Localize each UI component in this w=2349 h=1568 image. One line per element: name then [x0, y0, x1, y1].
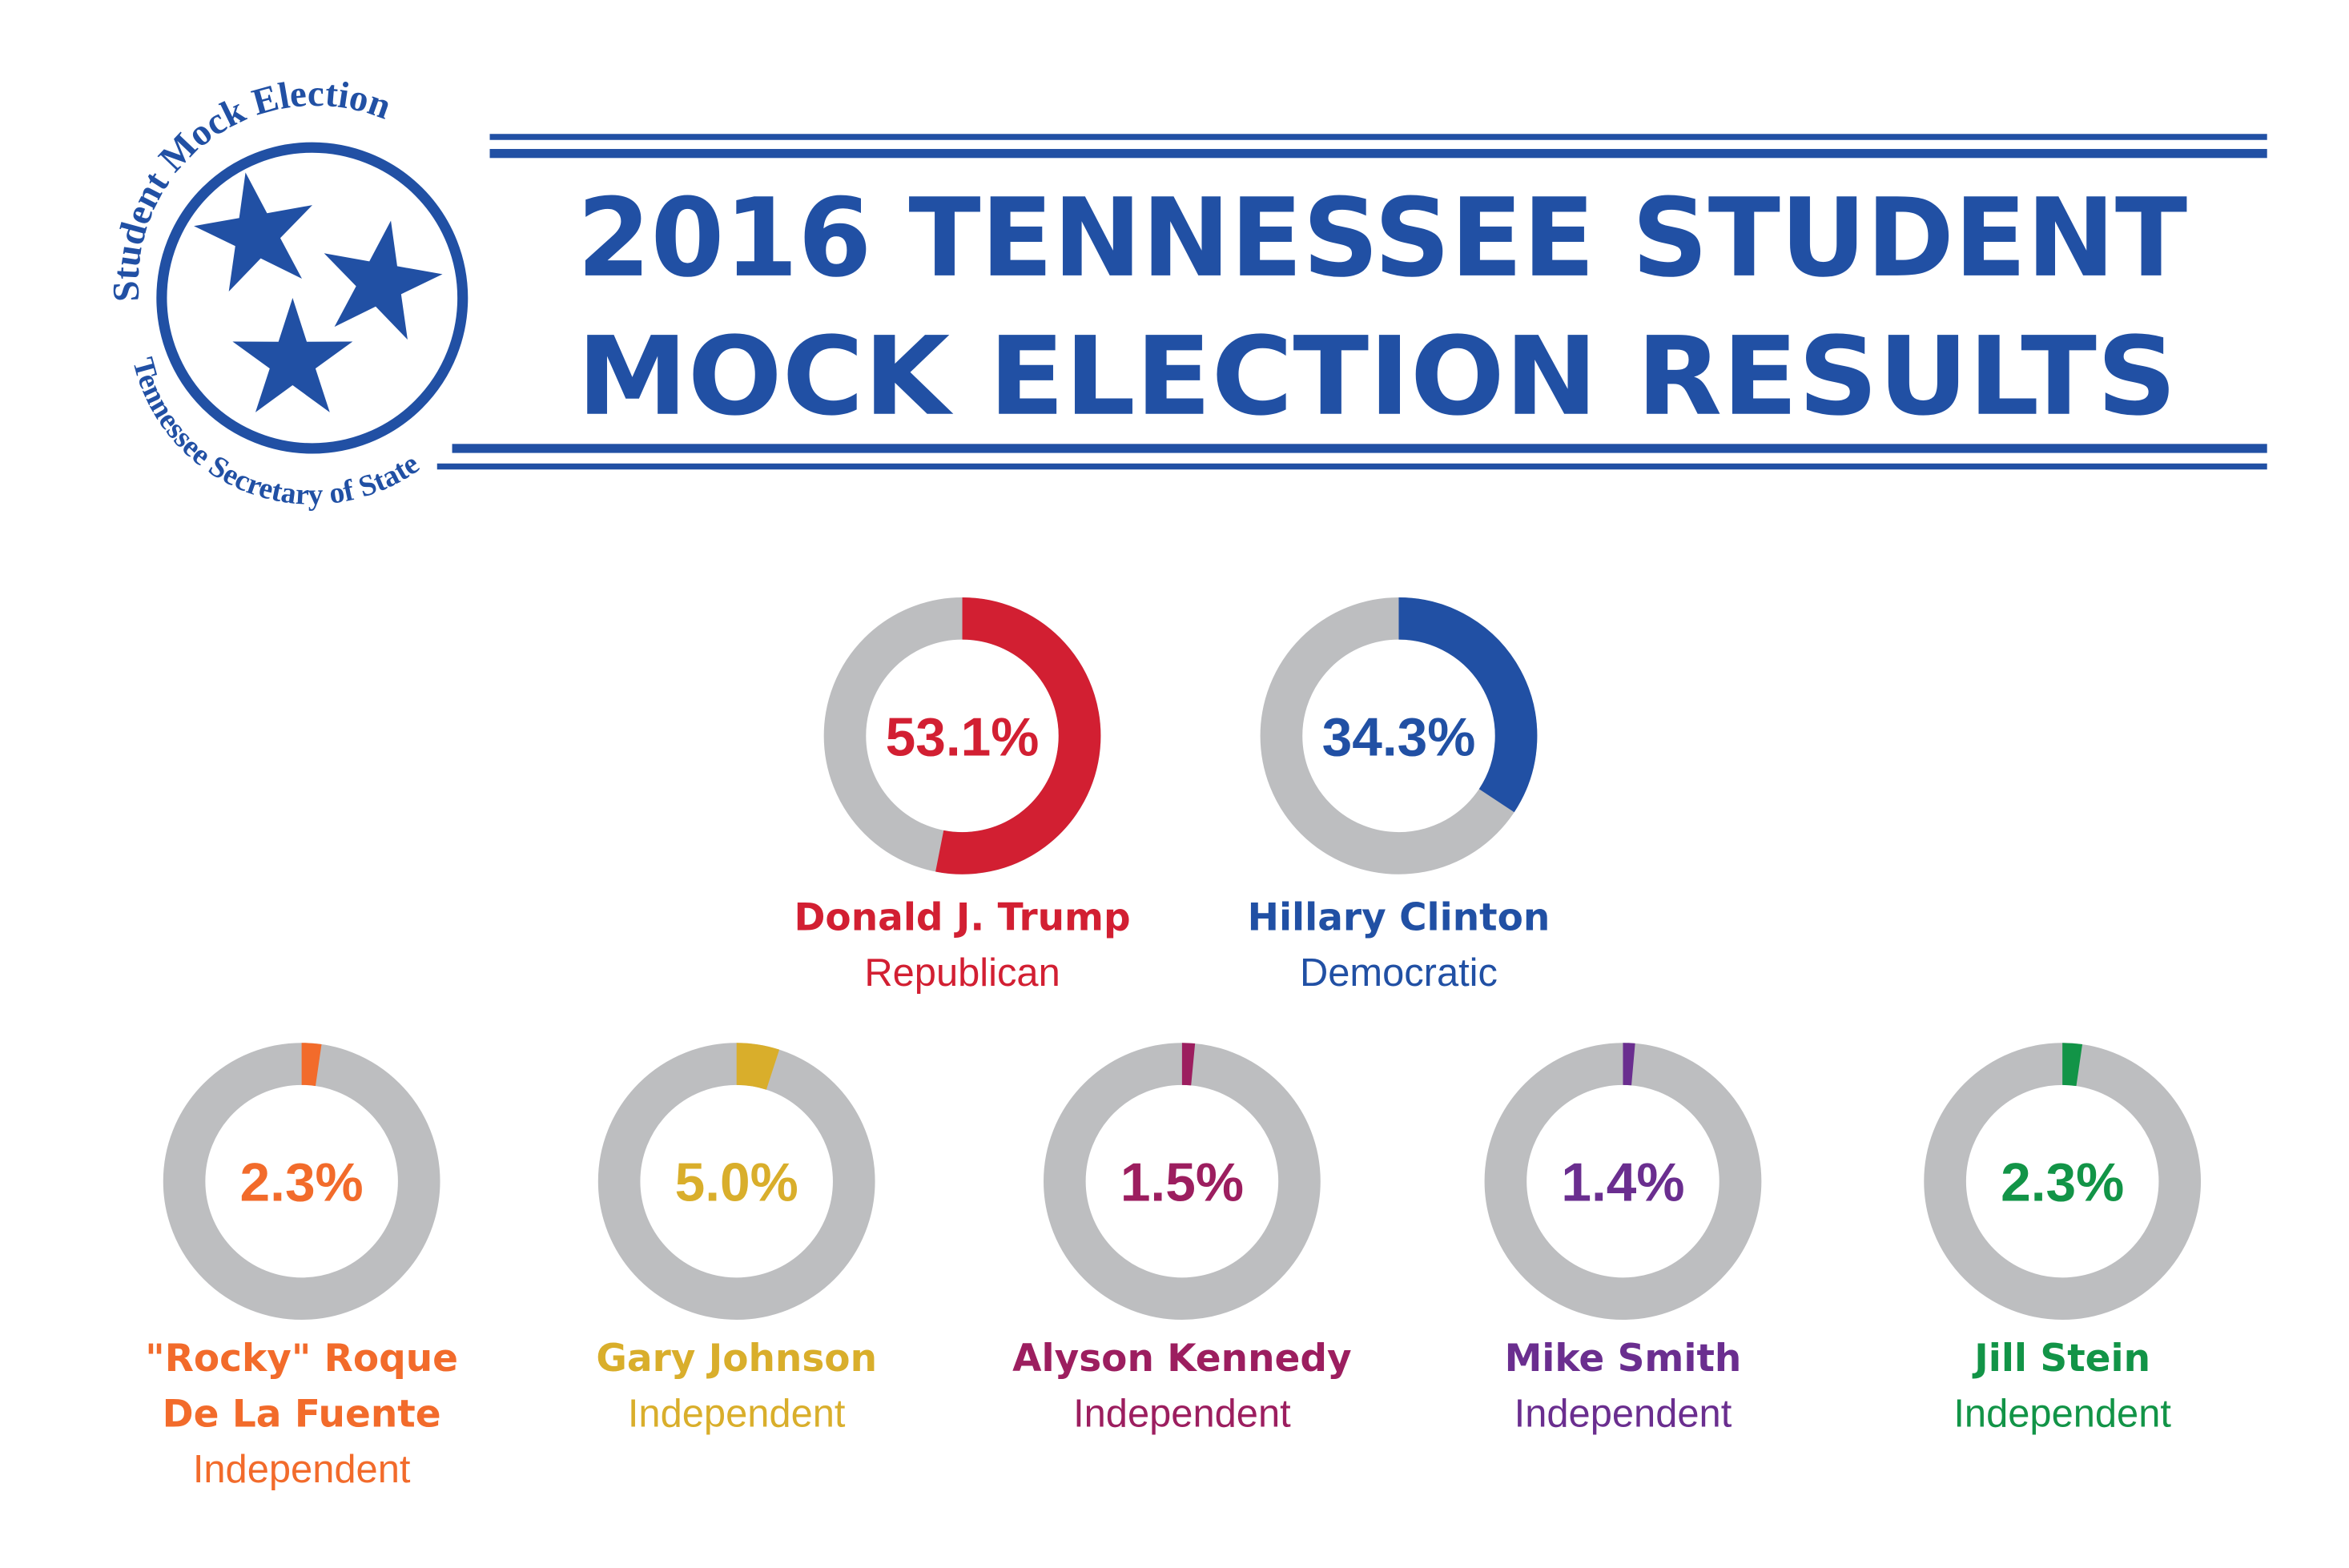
donut-alyson-kennedy: 1.5% Alyson Kennedy Independent [1012, 1043, 1352, 1435]
donut-value-arc [301, 1043, 322, 1087]
percent-label: 2.3% [240, 1153, 364, 1213]
donut-rocky-roque: 2.3% "Rocky" Roque De La Fuente Independent [145, 1043, 458, 1491]
percent-label: 53.1% [886, 707, 1040, 767]
rule-bottom-thick [452, 444, 2267, 453]
donut-gary-johnson: 5.0% Gary Johnson Independent [596, 1043, 877, 1435]
star-icon [232, 298, 353, 412]
results-donuts: 53.1% Donald J. Trump Republican 34.3% Hilla… [145, 597, 2202, 1491]
star-icon [324, 220, 443, 340]
donut-value-arc [1181, 1043, 1196, 1086]
rule-top-thin [489, 134, 2267, 140]
donut-value-arc [1398, 597, 1538, 813]
candidate-name: Gary Johnson [596, 1337, 877, 1381]
candidate-name: Donald J. Trump [794, 895, 1130, 939]
percent-label: 1.5% [1120, 1153, 1244, 1213]
donut-value-arc [2061, 1043, 2083, 1087]
rule-bottom-thin [436, 463, 2267, 470]
candidate-name: Alyson Kennedy [1012, 1337, 1351, 1381]
candidate-party: Independent [628, 1392, 846, 1435]
candidate-party: Democratic [1300, 951, 1498, 995]
candidate-name: Mike Smith [1505, 1337, 1742, 1381]
star-icon [194, 172, 312, 291]
percent-label: 5.0% [675, 1153, 798, 1213]
donut-value-arc [1623, 1043, 1635, 1086]
candidate-party: Independent [1073, 1392, 1291, 1435]
candidate-party: Republican [864, 951, 1060, 995]
page-title-line1: 2016 TENNESSEE STUDENT [577, 175, 2188, 301]
donut-jill-stein: 2.3% Jill Stein Independent [1924, 1043, 2202, 1435]
donut-donald-j-trump: 53.1% Donald J. Trump Republican [794, 597, 1131, 995]
percent-label: 34.3% [1322, 707, 1476, 767]
candidate-name-line2: De La Fuente [163, 1392, 441, 1436]
candidate-name: "Rocky" Roque [145, 1337, 458, 1381]
donut-value-arc [935, 597, 1101, 874]
header-rules [436, 134, 2267, 470]
percent-label: 1.4% [1561, 1153, 1684, 1213]
candidate-name: Hillary Clinton [1248, 895, 1551, 939]
donut-hillary-clinton: 34.3% Hillary Clinton Democratic [1248, 597, 1551, 995]
percent-label: 2.3% [2001, 1153, 2124, 1213]
tri-star-icon [194, 172, 443, 412]
donut-value-arc [735, 1043, 780, 1090]
candidate-party: Independent [193, 1448, 411, 1491]
seal-logo: Student Mock Election Tennessee Secretar… [105, 73, 469, 512]
candidate-name: Jill Stein [1972, 1337, 2150, 1381]
page-title-line2: MOCK ELECTION RESULTS [577, 313, 2177, 440]
candidate-party: Independent [1514, 1392, 1732, 1435]
seal-ring [156, 142, 469, 454]
candidate-party: Independent [1953, 1392, 2171, 1435]
rule-top-thick [489, 149, 2267, 159]
donut-mike-smith: 1.4% Mike Smith Independent [1484, 1043, 1762, 1435]
